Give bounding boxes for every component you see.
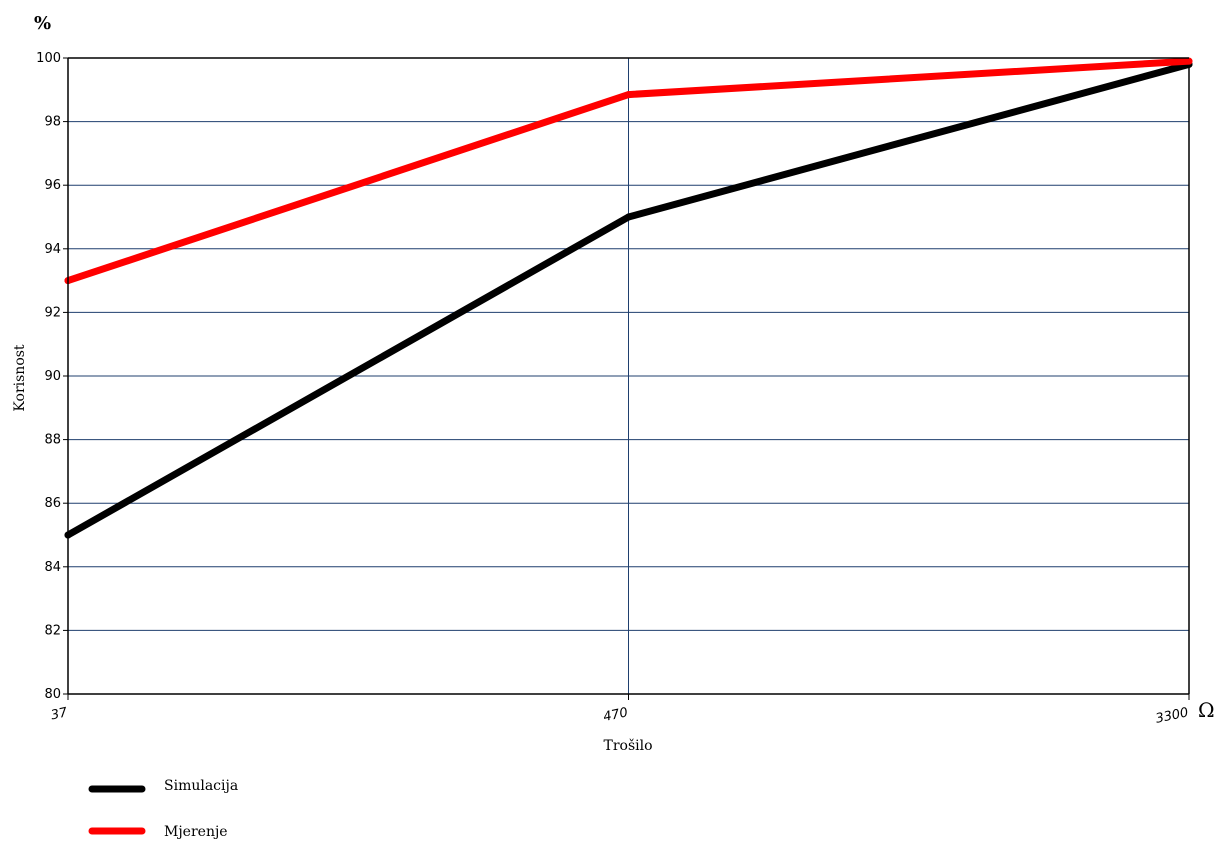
x-tick-label-3300: 3300 <box>1154 705 1189 727</box>
x-unit-label: Ω <box>1198 698 1215 722</box>
y-tick-label-94: 94 <box>44 242 61 257</box>
legend-item-simulacija: Simulacija <box>88 778 238 794</box>
y-tick-label-80: 80 <box>44 687 61 702</box>
x-tick-label-37: 37 <box>50 705 70 723</box>
ticks: 80 82 84 86 88 90 92 94 96 98 100 37 470 3300 <box>36 51 1190 727</box>
data-point-mjerenje-3300 <box>1185 57 1193 65</box>
x-axis-title: Trošilo <box>603 737 652 754</box>
data-point-simulacija-470 <box>625 213 632 221</box>
x-tick-label-470: 470 <box>602 705 629 725</box>
legend: Simulacija Mjerenje <box>88 778 238 840</box>
legend-label-simulacija: Simulacija <box>164 778 238 794</box>
y-tick-label-84: 84 <box>44 560 61 575</box>
series-layer <box>64 57 1193 539</box>
y-unit-label: % <box>34 13 51 34</box>
y-tick-label-86: 86 <box>44 496 61 511</box>
grid <box>68 58 1190 694</box>
y-tick-label-90: 90 <box>44 369 61 384</box>
y-tick-label-92: 92 <box>44 305 61 320</box>
y-tick-label-98: 98 <box>44 115 61 130</box>
y-axis-title: Korisnost <box>12 344 28 411</box>
y-tick-label-96: 96 <box>44 178 61 193</box>
data-point-mjerenje-470 <box>625 91 632 99</box>
y-tick-label-88: 88 <box>44 433 61 448</box>
legend-item-mjerenje: Mjerenje <box>88 824 228 840</box>
y-tick-label-100: 100 <box>36 51 61 66</box>
y-tick-label-82: 82 <box>44 623 61 638</box>
legend-label-mjerenje: Mjerenje <box>164 824 228 840</box>
